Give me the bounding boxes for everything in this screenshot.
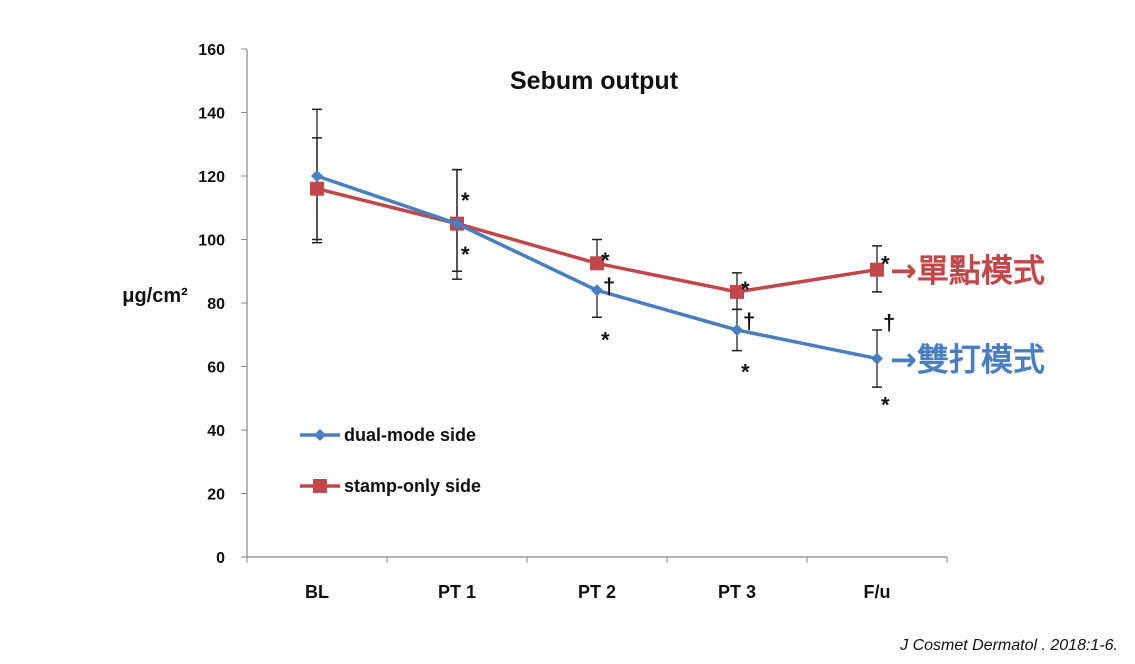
significance-asterisk: * bbox=[881, 251, 890, 276]
significance-asterisk: * bbox=[601, 328, 610, 353]
legend-marker bbox=[314, 429, 326, 441]
significance-asterisk: * bbox=[461, 188, 470, 213]
y-tick-label: 100 bbox=[198, 233, 225, 250]
y-tick-label: 60 bbox=[207, 360, 225, 377]
error-bars bbox=[312, 108, 882, 388]
significance-asterisk: * bbox=[741, 277, 750, 302]
data-point bbox=[311, 170, 323, 182]
significance-asterisk: * bbox=[601, 248, 610, 273]
axes: 0 20 40 60 80 100 120 140 160 BL PT 1 PT 2 PT 3 F/u bbox=[198, 42, 948, 602]
series-callout-label: →雙打模式 bbox=[890, 341, 1045, 379]
citation: J Cosmet Dermatol . 2018:1-6. bbox=[899, 637, 1118, 654]
x-tick-label: F/u bbox=[864, 582, 891, 602]
legend-marker bbox=[313, 479, 327, 493]
data-point bbox=[871, 352, 883, 365]
data-point bbox=[310, 181, 324, 196]
data-point bbox=[730, 284, 744, 299]
y-tick-label: 0 bbox=[216, 550, 225, 567]
y-tick-label: 160 bbox=[198, 42, 225, 59]
x-tick-label: BL bbox=[305, 582, 329, 602]
legend: dual-mode side stamp-only side bbox=[300, 425, 481, 496]
y-tick-label: 40 bbox=[207, 423, 225, 440]
x-tick-label: PT 2 bbox=[578, 582, 616, 602]
significance-asterisk: * bbox=[881, 393, 890, 418]
y-tick-label: 80 bbox=[207, 296, 225, 313]
x-tick-label: PT 1 bbox=[438, 582, 476, 602]
chart-title: Sebum output bbox=[510, 67, 679, 95]
legend-label: dual-mode side bbox=[344, 425, 476, 445]
significance-dagger: † bbox=[603, 274, 615, 299]
data-point bbox=[451, 217, 463, 230]
significance-dagger: † bbox=[883, 310, 895, 335]
data-point bbox=[591, 284, 603, 297]
data-point bbox=[870, 262, 884, 277]
y-tick-label: 140 bbox=[198, 106, 225, 123]
x-tick-label: PT 3 bbox=[718, 582, 756, 602]
series-lines bbox=[310, 170, 884, 365]
data-point bbox=[731, 323, 743, 336]
y-tick-label: 120 bbox=[198, 169, 225, 186]
series-callout-label: →單點模式 bbox=[890, 252, 1045, 290]
significance-dagger: † bbox=[743, 308, 755, 333]
data-point bbox=[590, 256, 604, 271]
significance-asterisk: * bbox=[461, 242, 470, 267]
annotations: ** *†**†**†* bbox=[461, 188, 895, 418]
y-axis-label: μg/cm² bbox=[122, 285, 188, 307]
legend-label: stamp-only side bbox=[344, 476, 481, 496]
significance-asterisk: * bbox=[741, 359, 750, 384]
y-tick-label: 20 bbox=[207, 487, 225, 504]
series-callouts: →單點模式 →雙打模式 bbox=[890, 252, 1045, 379]
